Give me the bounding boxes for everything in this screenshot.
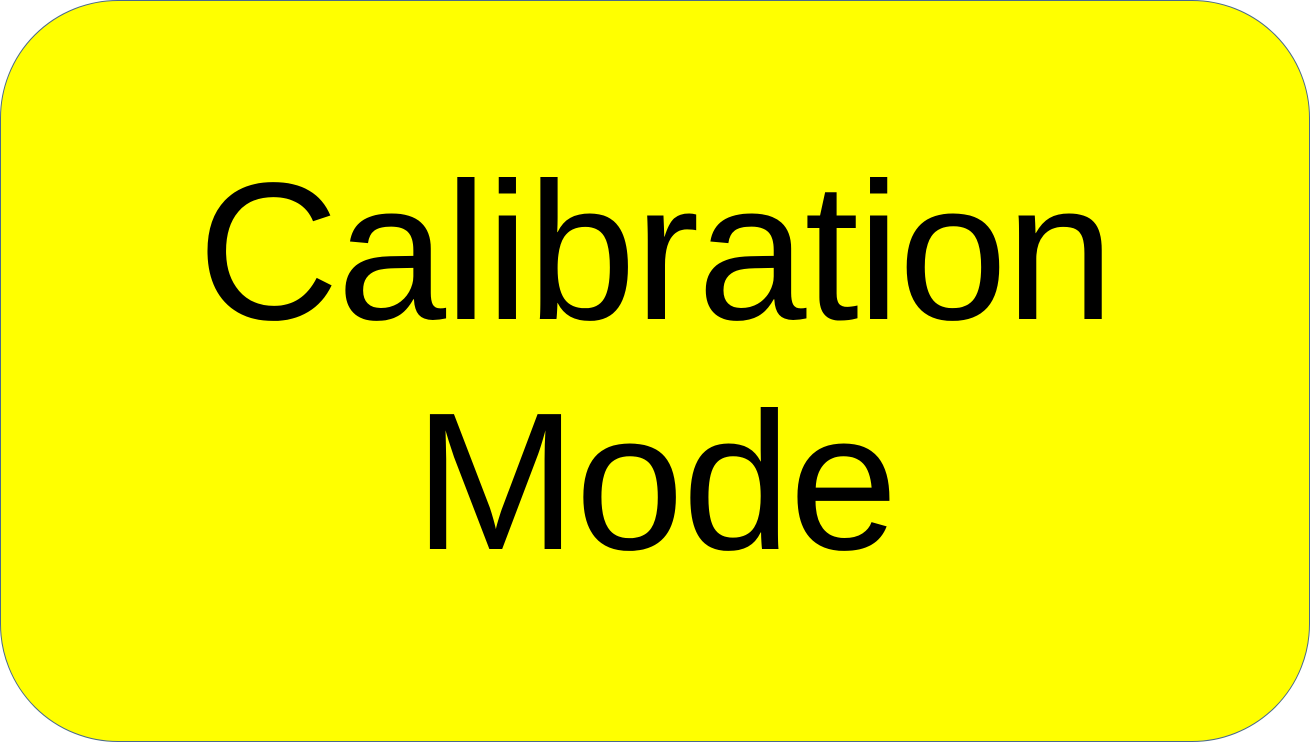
- badge-text-line-2: Mode: [413, 372, 898, 591]
- badge-text-line-1: Calibration: [197, 142, 1115, 361]
